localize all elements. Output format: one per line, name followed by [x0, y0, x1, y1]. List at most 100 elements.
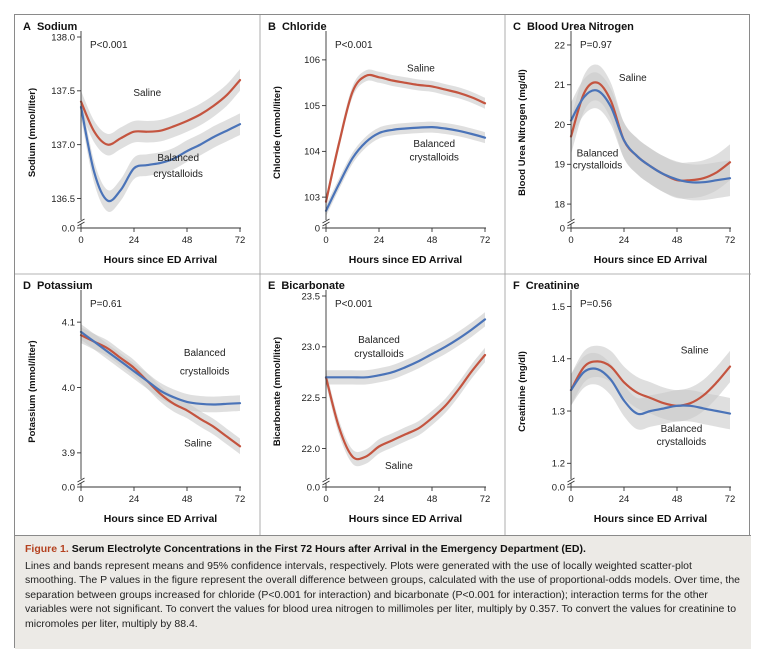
- y-zero-label: 0.0: [62, 223, 75, 234]
- panel-e-bicarbonate: E Bicarbonate 22.0 22.5 23.0 23.5 0.00 24 48 72 Ho…: [268, 280, 490, 525]
- axis-break-gap: [567, 220, 575, 224]
- series-label: Saline: [184, 438, 212, 449]
- x-tick-label: 48: [427, 494, 438, 505]
- y-zero-label: 0.0: [552, 482, 565, 493]
- panel-title: E Bicarbonate: [268, 280, 345, 292]
- balanced-series-line: [324, 318, 487, 379]
- x-axis-label: Hours since ED Arrival: [594, 254, 707, 266]
- axis-break-gap: [77, 479, 85, 483]
- x-tick-label: 0: [568, 494, 573, 505]
- panel-letter: F: [513, 280, 520, 292]
- y-tick-label: 103: [304, 192, 320, 203]
- y-tick-label: 22.0: [302, 444, 321, 455]
- panel-title: A Sodium: [23, 21, 78, 33]
- saline-confidence-band: [81, 69, 240, 156]
- x-tick-label: 72: [725, 494, 736, 505]
- panel-name: Blood Urea Nitrogen: [527, 21, 634, 33]
- series-label: Balanced: [358, 335, 400, 346]
- y-tick-label: 4.1: [62, 317, 75, 328]
- panel-title: C Blood Urea Nitrogen: [513, 21, 634, 33]
- x-axis-label: Hours since ED Arrival: [104, 513, 217, 525]
- saline-series-line: [79, 79, 242, 146]
- p-value: P<0.001: [335, 299, 373, 310]
- y-tick-label: 20: [554, 120, 565, 131]
- series-label: crystalloids: [180, 366, 229, 377]
- series-label: Saline: [681, 346, 709, 357]
- x-tick-label: 48: [182, 494, 193, 505]
- x-tick-label: 48: [182, 235, 193, 246]
- balanced-series-line: [79, 330, 242, 406]
- p-value: P<0.001: [90, 40, 128, 51]
- panel-letter: C: [513, 21, 521, 33]
- series-label: Saline: [407, 63, 435, 74]
- y-tick-label: 21: [554, 80, 565, 91]
- p-value: P<0.001: [335, 40, 373, 51]
- series-label: crystalloids: [409, 153, 458, 164]
- y-tick-label: 137.5: [51, 86, 75, 97]
- y-tick-label: 136.5: [51, 194, 75, 205]
- panel-title: D Potassium: [23, 280, 93, 292]
- axis-break-mark: [322, 480, 330, 486]
- panel-a-sodium: A Sodium 136.5 137.0 137.5 138.0 0.00 24 48 72 Hou…: [23, 21, 245, 266]
- balanced-confidence-band: [326, 312, 485, 385]
- axis-break-mark: [77, 477, 85, 483]
- x-tick-label: 72: [235, 494, 246, 505]
- y-tick-label: 138.0: [51, 32, 75, 43]
- y-tick-label: 23.5: [302, 291, 321, 302]
- x-tick-label: 24: [619, 235, 630, 246]
- y-zero-label: 0.0: [307, 482, 320, 493]
- x-tick-label: 72: [480, 235, 491, 246]
- series-label: Balanced: [413, 139, 455, 150]
- x-tick-label: 48: [672, 235, 683, 246]
- series-label: crystalloids: [573, 160, 622, 171]
- y-axis-label: Potassium (mmol/liter): [27, 340, 38, 442]
- series-label: crystalloids: [657, 437, 706, 448]
- balanced-series-line: [569, 89, 732, 184]
- caption-body: Lines and bands represent means and 95% …: [25, 559, 740, 630]
- x-tick-label: 0: [323, 235, 328, 246]
- series-label: Saline: [133, 88, 161, 99]
- panel-letter: A: [23, 21, 31, 33]
- x-tick-label: 0: [323, 494, 328, 505]
- series-label: Balanced: [184, 348, 226, 359]
- y-zero-label: 0: [315, 223, 320, 234]
- x-tick-label: 24: [374, 494, 385, 505]
- balanced-series-line: [79, 105, 242, 203]
- figure-panel: A Sodium 136.5 137.0 137.5 138.0 0.0 0 24 48 72 Hou…: [14, 14, 751, 649]
- panel-name: Sodium: [37, 21, 78, 33]
- y-tick-label: 104: [304, 147, 320, 158]
- axis-break-mark: [77, 218, 85, 224]
- y-axis-label: Creatinine (mg/dl): [517, 351, 528, 432]
- balanced-series-line: [324, 125, 487, 212]
- y-tick-label: 3.9: [62, 448, 75, 459]
- panel-letter: B: [268, 21, 276, 33]
- p-value: P=0.56: [580, 299, 612, 310]
- axis-break-mark: [567, 221, 575, 227]
- balanced-series-line: [569, 367, 732, 416]
- x-tick-label: 0: [78, 235, 83, 246]
- series-label: Saline: [385, 461, 413, 472]
- y-tick-label: 1.5: [552, 302, 565, 313]
- axis-break-gap: [77, 220, 85, 224]
- y-axis-label: Bicarbonate (mmol/liter): [272, 337, 283, 446]
- x-tick-label: 72: [235, 235, 246, 246]
- series-label: Balanced: [157, 153, 199, 164]
- y-axis-label: Sodium (mmol/liter): [27, 88, 38, 177]
- panel-title: F Creatinine: [513, 280, 580, 292]
- saline-series-line: [324, 73, 487, 203]
- panel-name: Bicarbonate: [281, 280, 345, 292]
- caption-number: Figure 1.: [25, 543, 69, 555]
- figure-caption: Figure 1. Serum Electrolyte Concentratio…: [15, 535, 751, 649]
- x-tick-label: 24: [374, 235, 385, 246]
- series-label: Saline: [619, 73, 647, 84]
- y-tick-label: 22.5: [302, 393, 321, 404]
- saline-series-line: [324, 353, 487, 461]
- x-tick-label: 72: [480, 494, 491, 505]
- saline-confidence-band: [326, 69, 485, 208]
- balanced-confidence-band: [326, 121, 485, 217]
- saline-series-line: [79, 334, 242, 448]
- x-tick-label: 24: [619, 494, 630, 505]
- y-axis-label: Blood Urea Nitrogen (mg/dl): [517, 69, 528, 196]
- x-axis-label: Hours since ED Arrival: [349, 254, 462, 266]
- p-value: P=0.97: [580, 40, 612, 51]
